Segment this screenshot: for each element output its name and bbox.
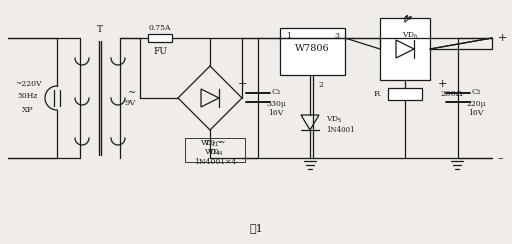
Text: +: + (238, 79, 247, 89)
Text: 16V: 16V (468, 109, 484, 117)
Text: VD$_4$: VD$_4$ (206, 148, 223, 158)
Text: FU: FU (153, 47, 167, 55)
Text: VD$_5$: VD$_5$ (326, 115, 343, 125)
Text: 50Hz: 50Hz (18, 92, 38, 100)
Text: T: T (97, 26, 103, 34)
Text: 2: 2 (318, 81, 324, 89)
Text: VD$_h$: VD$_h$ (401, 31, 418, 41)
Text: ~220V: ~220V (15, 80, 41, 88)
Bar (148, 34, 172, 42)
Text: 330μ: 330μ (266, 100, 286, 108)
Text: VD$_4$: VD$_4$ (204, 148, 221, 158)
Text: –: – (498, 153, 504, 163)
Text: 图1: 图1 (249, 223, 263, 233)
Bar (388, 88, 422, 100)
Text: 220μ: 220μ (466, 100, 486, 108)
Text: 200Ω: 200Ω (440, 90, 463, 98)
Text: W7806: W7806 (295, 44, 330, 53)
Text: 16V: 16V (268, 109, 284, 117)
Text: 0.75A: 0.75A (149, 24, 171, 32)
Text: R: R (374, 90, 380, 98)
Text: 1N4001: 1N4001 (326, 126, 355, 134)
Text: VD$_1$~: VD$_1$~ (203, 139, 226, 149)
Text: +: + (437, 79, 446, 89)
Text: C₂: C₂ (471, 88, 481, 96)
Text: +: + (498, 33, 507, 43)
Text: 9V: 9V (124, 99, 136, 107)
Text: C₁: C₁ (271, 88, 281, 96)
Bar (380, 18, 430, 80)
Text: VD$_1$~: VD$_1$~ (201, 139, 224, 149)
Text: XP: XP (22, 106, 34, 114)
Text: 1N4001×4: 1N4001×4 (194, 158, 236, 166)
Text: ~: ~ (128, 89, 136, 98)
Text: 3: 3 (334, 32, 339, 40)
Bar (185, 138, 245, 162)
Bar (280, 28, 345, 75)
Text: 1: 1 (286, 32, 291, 40)
